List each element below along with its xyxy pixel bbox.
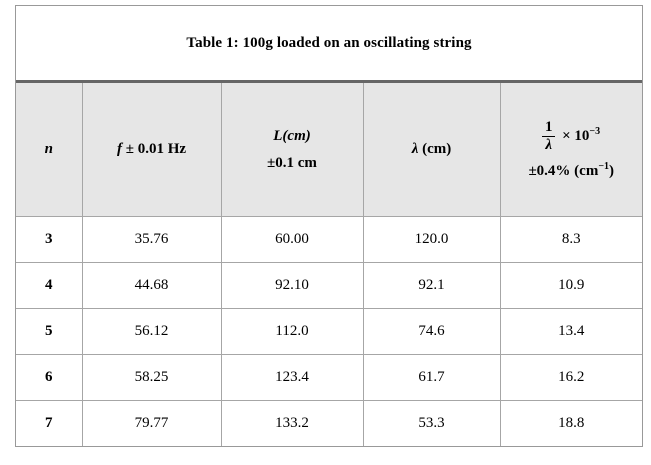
f-symbol: f	[116, 141, 122, 157]
lambda-symbol: λ	[411, 141, 419, 157]
table-row: 6 58.25 123.4 61.7 16.2	[16, 354, 642, 401]
cell-inverse-wavelength: 16.2	[499, 354, 642, 401]
cell-frequency: 79.77	[81, 400, 222, 446]
times-ten-label: × 10−3	[562, 126, 601, 145]
cell-inverse-wavelength: 13.4	[499, 308, 642, 355]
cell-inverse-wavelength: 10.9	[499, 262, 642, 309]
fraction-numerator: 1	[544, 118, 553, 135]
fraction-denominator: λ	[542, 136, 556, 154]
f-uncertainty-label: ± 0.01 Hz	[125, 141, 187, 157]
header-row: n f ± 0.01 Hz L(cm) ±0.1 cm λ (cm)	[16, 83, 642, 217]
table-row: 5 56.12 112.0 74.6 13.4	[16, 308, 642, 355]
table-title: Table 1: 100g loaded on an oscillating s…	[186, 34, 472, 51]
cell-length: 123.4	[220, 354, 364, 401]
length-uncertainty-label: ±0.1 cm	[267, 154, 317, 171]
cell-harmonic-number: 6	[16, 354, 83, 401]
column-header-wavelength: λ (cm)	[362, 83, 501, 217]
cell-frequency: 44.68	[81, 262, 222, 309]
length-symbol-label: L(cm)	[273, 127, 311, 144]
title-divider-rule	[16, 80, 642, 83]
column-header-frequency: f ± 0.01 Hz	[81, 83, 222, 217]
results-table-container: Table 1: 100g loaded on an oscillating s…	[15, 5, 643, 447]
cell-inverse-wavelength: 18.8	[499, 400, 642, 446]
wavelength-unit-label: (cm)	[422, 141, 452, 157]
cell-harmonic-number: 5	[16, 308, 83, 355]
cell-wavelength: 53.3	[362, 400, 501, 446]
cell-harmonic-number: 3	[16, 216, 83, 263]
cell-harmonic-number: 4	[16, 262, 83, 309]
table-body: 3 35.76 60.00 120.0 8.3 4 44.68 92.10 92.1 10.9 5 5…	[16, 216, 642, 446]
cell-frequency: 58.25	[81, 354, 222, 401]
inverse-wavelength-expression: 1 λ × 10−3	[501, 118, 642, 155]
n-symbol: n	[44, 141, 53, 157]
cell-frequency: 35.76	[81, 216, 222, 263]
cell-wavelength: 120.0	[362, 216, 501, 263]
table-row: 4 44.68 92.10 92.1 10.9	[16, 262, 642, 309]
one-over-lambda-fraction: 1 λ	[542, 118, 556, 155]
table-row: 7 79.77 133.2 53.3 18.8	[16, 400, 642, 446]
cell-wavelength: 92.1	[362, 262, 501, 309]
oscillating-string-table: n f ± 0.01 Hz L(cm) ±0.1 cm λ (cm)	[16, 83, 642, 446]
cell-length: 60.00	[220, 216, 364, 263]
cell-length: 112.0	[220, 308, 364, 355]
cell-harmonic-number: 7	[16, 400, 83, 446]
column-header-harmonic-number: n	[16, 83, 83, 217]
uncertainty-exponent: −1	[598, 161, 610, 173]
times-base: × 10	[562, 128, 590, 144]
cell-wavelength: 61.7	[362, 354, 501, 401]
table-row: 3 35.76 60.00 120.0 8.3	[16, 216, 642, 263]
column-header-inverse-wavelength: 1 λ × 10−3 ±0.4% (cm−1)	[499, 83, 642, 217]
uncertainty-text: ±0.4% (cm	[528, 163, 599, 180]
cell-inverse-wavelength: 8.3	[499, 216, 642, 263]
column-header-length: L(cm) ±0.1 cm	[220, 83, 364, 217]
times-exponent: −3	[589, 126, 601, 137]
cell-length: 92.10	[220, 262, 364, 309]
cell-length: 133.2	[220, 400, 364, 446]
inverse-wavelength-uncertainty-label: ±0.4% (cm−1)	[501, 161, 642, 180]
uncertainty-close: )	[609, 163, 615, 180]
cell-frequency: 56.12	[81, 308, 222, 355]
cell-wavelength: 74.6	[362, 308, 501, 355]
